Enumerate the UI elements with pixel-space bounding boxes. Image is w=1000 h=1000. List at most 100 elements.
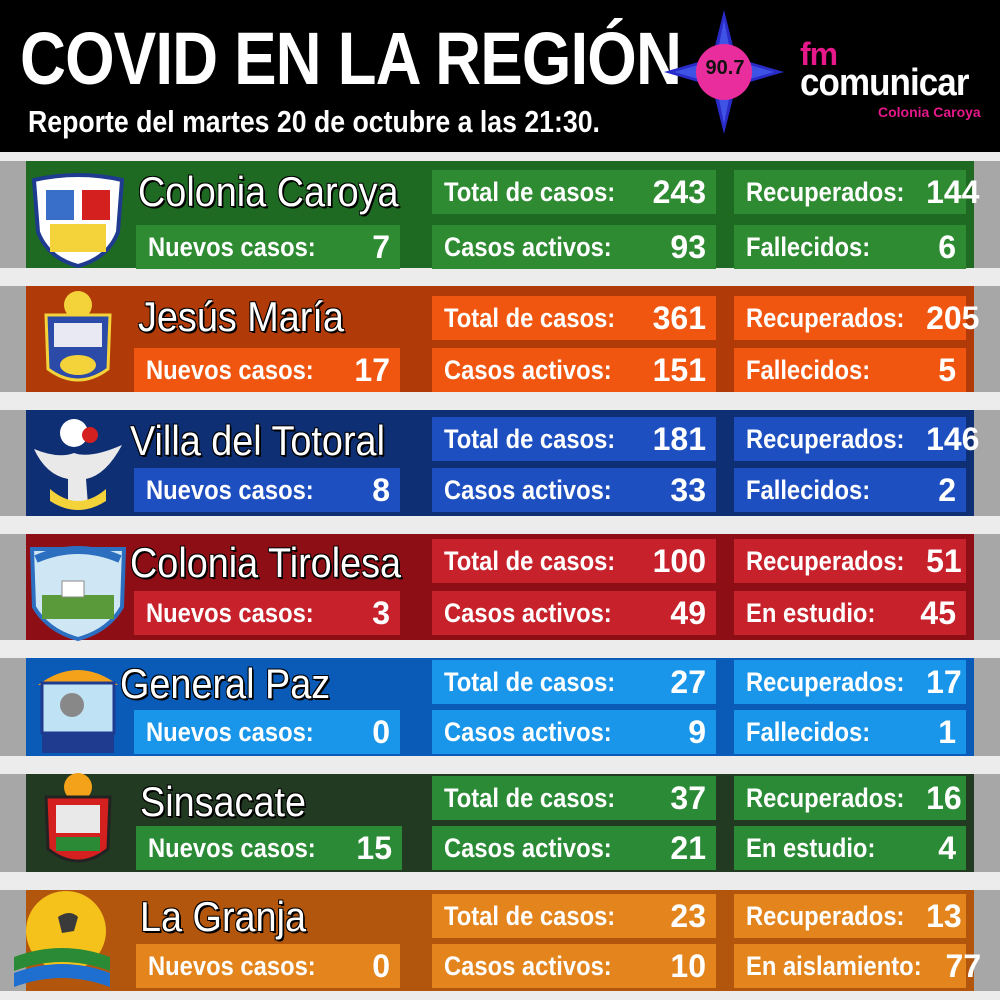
total-cases-value: 23 xyxy=(670,897,706,934)
recovered-value: 17 xyxy=(926,663,962,700)
header: COVID EN LA REGIÓN Reporte del martes 20… xyxy=(0,0,1000,152)
new-cases-label: Nuevos casos: xyxy=(146,716,314,747)
recovered-box: Recuperados: 13 xyxy=(734,894,966,938)
active-cases-label: Casos activos: xyxy=(444,231,612,262)
page-title: COVID EN LA REGIÓN xyxy=(20,17,682,100)
active-cases-value: 21 xyxy=(670,829,706,866)
total-cases-value: 37 xyxy=(670,779,706,816)
recovered-label: Recuperados: xyxy=(746,782,905,813)
new-cases-label: Nuevos casos: xyxy=(146,354,314,385)
town-row-general-paz: General Paz Nuevos casos: 0 Total de caso… xyxy=(0,649,1000,765)
deaths-box: Fallecidos: 1 xyxy=(734,710,966,754)
total-cases-box: Total de casos: 181 xyxy=(432,417,716,461)
new-cases-value: 8 xyxy=(372,471,390,508)
colonia-caroya-crest-icon xyxy=(31,173,125,268)
new-cases-box: Nuevos casos: 17 xyxy=(134,348,400,392)
new-cases-box: Nuevos casos: 15 xyxy=(136,826,402,870)
town-row-jesus-maria: Jesús María Nuevos casos: 17 Total de cas… xyxy=(0,277,1000,401)
total-cases-box: Total de casos: 37 xyxy=(432,776,716,820)
active-cases-label: Casos activos: xyxy=(444,474,612,505)
recovered-box: Recuperados: 51 xyxy=(734,539,966,583)
deaths-value: 5 xyxy=(938,351,956,388)
active-cases-value: 93 xyxy=(670,228,706,265)
deaths-box: Fallecidos: 6 xyxy=(734,225,966,269)
in-study-value: 45 xyxy=(920,594,956,631)
active-cases-label: Casos activos: xyxy=(444,950,612,981)
la-granja-crest-icon xyxy=(14,891,110,987)
new-cases-label: Nuevos casos: xyxy=(146,597,314,628)
recovered-value: 146 xyxy=(926,420,980,457)
active-cases-value: 151 xyxy=(652,351,706,388)
active-cases-value: 33 xyxy=(670,471,706,508)
new-cases-value: 0 xyxy=(372,713,390,750)
active-cases-box: Casos activos: 49 xyxy=(432,591,716,635)
total-cases-label: Total de casos: xyxy=(444,302,616,333)
town-row-colonia-tirolesa: Colonia Tirolesa Nuevos casos: 3 Total de… xyxy=(0,525,1000,649)
radio-frequency: 90.7 xyxy=(705,57,745,79)
radio-star-logo-icon xyxy=(664,10,784,134)
recovered-value: 51 xyxy=(926,542,962,579)
recovered-label: Recuperados: xyxy=(746,302,905,333)
radio-location: Colonia Caroya xyxy=(878,104,981,120)
new-cases-label: Nuevos casos: xyxy=(148,231,316,262)
active-cases-box: Casos activos: 21 xyxy=(432,826,716,870)
total-cases-box: Total de casos: 243 xyxy=(432,170,716,214)
in-study-value: 4 xyxy=(938,829,956,866)
town-name: Colonia Tirolesa xyxy=(130,539,402,586)
town-row-sinsacate: Sinsacate Nuevos casos: 15 Total de casos… xyxy=(0,765,1000,881)
isolation-label: En aislamiento: xyxy=(746,950,922,981)
active-cases-box: Casos activos: 93 xyxy=(432,225,716,269)
new-cases-box: Nuevos casos: 7 xyxy=(136,225,400,269)
town-name: General Paz xyxy=(120,660,331,707)
total-cases-label: Total de casos: xyxy=(444,545,616,576)
deaths-label: Fallecidos: xyxy=(746,231,871,262)
new-cases-label: Nuevos casos: xyxy=(148,832,316,863)
general-paz-crest-icon xyxy=(38,670,118,753)
active-cases-box: Casos activos: 151 xyxy=(432,348,716,392)
new-cases-value: 17 xyxy=(354,351,390,388)
total-cases-label: Total de casos: xyxy=(444,176,616,207)
isolation-value: 77 xyxy=(945,947,982,984)
colonia-tirolesa-crest-icon xyxy=(29,546,127,641)
active-cases-value: 49 xyxy=(670,594,706,631)
recovered-value: 16 xyxy=(926,779,962,816)
total-cases-value: 243 xyxy=(652,173,706,210)
recovered-label: Recuperados: xyxy=(746,900,905,931)
town-name: Colonia Caroya xyxy=(138,168,399,215)
new-cases-value: 0 xyxy=(372,947,390,984)
new-cases-box: Nuevos casos: 0 xyxy=(136,944,400,988)
in-study-box: En estudio: 45 xyxy=(734,591,966,635)
deaths-box: Fallecidos: 2 xyxy=(734,468,966,512)
total-cases-label: Total de casos: xyxy=(444,900,616,931)
total-cases-box: Total de casos: 361 xyxy=(432,296,716,340)
active-cases-label: Casos activos: xyxy=(444,716,612,747)
isolation-box: En aislamiento: 77 xyxy=(734,944,981,988)
total-cases-value: 361 xyxy=(652,299,706,336)
new-cases-box: Nuevos casos: 8 xyxy=(134,468,400,512)
active-cases-label: Casos activos: xyxy=(444,597,612,628)
new-cases-label: Nuevos casos: xyxy=(148,950,316,981)
recovered-value: 205 xyxy=(926,299,980,336)
recovered-box: Recuperados: 146 xyxy=(734,417,979,461)
total-cases-box: Total de casos: 23 xyxy=(432,894,716,938)
recovered-value: 144 xyxy=(926,173,980,210)
sinsacate-crest-icon xyxy=(44,773,112,863)
deaths-value: 6 xyxy=(938,228,956,265)
total-cases-label: Total de casos: xyxy=(444,666,616,697)
recovered-box: Recuperados: 17 xyxy=(734,660,966,704)
report-subtitle: Reporte del martes 20 de octubre a las 2… xyxy=(28,104,600,139)
new-cases-box: Nuevos casos: 0 xyxy=(134,710,400,754)
deaths-box: Fallecidos: 5 xyxy=(734,348,966,392)
active-cases-box: Casos activos: 33 xyxy=(432,468,716,512)
town-name: Sinsacate xyxy=(140,778,307,825)
total-cases-label: Total de casos: xyxy=(444,782,616,813)
total-cases-box: Total de casos: 27 xyxy=(432,660,716,704)
recovered-box: Recuperados: 144 xyxy=(734,170,979,214)
in-study-box: En estudio: 4 xyxy=(734,826,966,870)
active-cases-label: Casos activos: xyxy=(444,832,612,863)
total-cases-label: Total de casos: xyxy=(444,423,616,454)
deaths-label: Fallecidos: xyxy=(746,354,871,385)
active-cases-value: 10 xyxy=(670,947,706,984)
recovered-label: Recuperados: xyxy=(746,423,905,454)
new-cases-value: 3 xyxy=(372,594,390,631)
